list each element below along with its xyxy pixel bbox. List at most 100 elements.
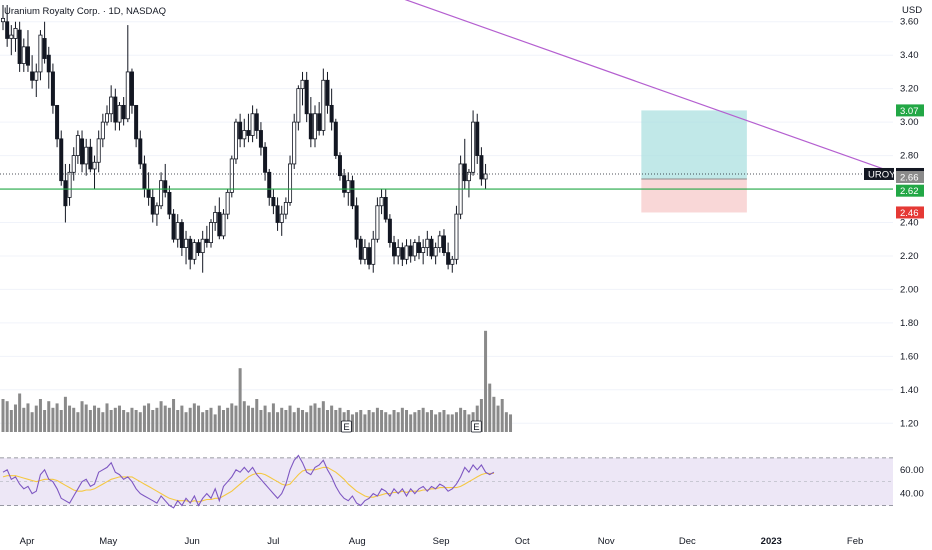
volume-bar bbox=[18, 393, 22, 432]
volume-bar bbox=[242, 401, 246, 432]
candle-body bbox=[425, 238, 430, 248]
price-tick-label: 1.60 bbox=[900, 351, 919, 362]
candle-body bbox=[300, 79, 305, 90]
volume-bar bbox=[9, 410, 13, 432]
price-tick-label: 1.40 bbox=[900, 385, 919, 396]
volume-bar bbox=[400, 407, 404, 432]
candle-body bbox=[446, 252, 451, 265]
time-tick-label: Aug bbox=[349, 536, 366, 547]
candle-body bbox=[75, 135, 80, 156]
volume-bar bbox=[13, 404, 17, 432]
candle-body bbox=[175, 222, 180, 240]
volume-bar bbox=[59, 410, 63, 432]
volume-bar bbox=[30, 412, 34, 432]
volume-bar bbox=[438, 412, 442, 432]
time-tick-label: 2023 bbox=[761, 536, 782, 547]
candle-body bbox=[142, 163, 147, 190]
volume-bar bbox=[284, 410, 288, 432]
volume-bar bbox=[93, 405, 97, 432]
rsi-pane bbox=[0, 454, 893, 509]
volume-bar bbox=[172, 399, 176, 432]
volume-bar bbox=[421, 407, 425, 432]
volume-bar bbox=[97, 407, 101, 432]
target-zone bbox=[641, 110, 747, 213]
candle-body bbox=[46, 54, 51, 73]
volume-bar bbox=[147, 403, 151, 432]
volume-bars bbox=[1, 330, 513, 432]
candle-body bbox=[471, 121, 476, 173]
time-axis: Apr May Jun Jul Aug Sep Oct Nov Dec 2023 Feb bbox=[20, 536, 864, 547]
candle-body bbox=[113, 96, 118, 123]
volume-bar bbox=[271, 403, 275, 432]
volume-bar bbox=[409, 414, 413, 432]
candle-body bbox=[342, 175, 347, 193]
price-tick-label: 1.80 bbox=[900, 318, 919, 329]
volume-bar bbox=[475, 405, 479, 432]
candle-body bbox=[354, 205, 359, 240]
candle-body bbox=[400, 247, 405, 260]
candle-body bbox=[312, 113, 317, 140]
candle-body bbox=[13, 28, 18, 39]
volume-bar bbox=[188, 407, 192, 432]
candle-body bbox=[267, 171, 272, 198]
candle-body bbox=[250, 113, 255, 136]
overlay-lines bbox=[0, 0, 894, 190]
price-tag-box bbox=[864, 167, 894, 180]
volume-bar bbox=[405, 410, 409, 432]
price-tick-label: 2.00 bbox=[900, 284, 919, 295]
volume-bar bbox=[197, 405, 201, 432]
time-tick-label: Sep bbox=[433, 536, 450, 547]
price-tick-label: 2.40 bbox=[900, 218, 919, 229]
candle-body bbox=[416, 242, 421, 254]
volume-bar bbox=[22, 407, 26, 432]
volume-bar bbox=[184, 412, 188, 432]
volume-bar bbox=[126, 412, 130, 432]
candle-body bbox=[421, 247, 426, 254]
volume-bar bbox=[217, 405, 221, 432]
volume-bar bbox=[122, 410, 126, 432]
volume-bar bbox=[434, 414, 438, 432]
candle-body bbox=[379, 197, 384, 207]
time-tick-label: Feb bbox=[847, 536, 863, 547]
volume-bar bbox=[209, 407, 213, 432]
volume-bar bbox=[226, 407, 230, 432]
earnings-marker-box bbox=[470, 420, 482, 433]
candle-body bbox=[375, 205, 380, 240]
volume-bar bbox=[101, 412, 105, 432]
volume-bar bbox=[463, 410, 467, 432]
volume-bar bbox=[51, 407, 55, 432]
candle-body bbox=[163, 180, 168, 193]
volume-bar bbox=[72, 407, 76, 432]
volume-bar bbox=[484, 330, 488, 432]
time-tick-label: Oct bbox=[515, 536, 530, 547]
candle-body bbox=[258, 130, 263, 148]
candle-body bbox=[479, 155, 484, 180]
candle-body bbox=[387, 218, 392, 243]
volume-bar bbox=[192, 403, 196, 432]
volume-bar bbox=[375, 407, 379, 432]
volume-bar bbox=[292, 412, 296, 432]
price-tag-label: 2.62 bbox=[900, 186, 919, 197]
volume-bar bbox=[384, 412, 388, 432]
candle-body bbox=[308, 113, 313, 140]
price-tick-label: 1.20 bbox=[900, 418, 919, 429]
candle-body bbox=[233, 121, 238, 160]
volume-bar bbox=[442, 410, 446, 432]
candle-body bbox=[279, 213, 284, 223]
candle-body bbox=[125, 71, 130, 120]
volume-bar bbox=[325, 410, 329, 432]
candle-body bbox=[196, 242, 201, 254]
volume-bar bbox=[321, 401, 325, 432]
candle-body bbox=[150, 197, 155, 215]
candle-body bbox=[134, 104, 139, 140]
volume-bar bbox=[425, 412, 429, 432]
volume-bar bbox=[500, 399, 504, 432]
rsi-line bbox=[2, 454, 495, 509]
volume-bar bbox=[454, 412, 458, 432]
volume-bar bbox=[380, 410, 384, 432]
price-tick-label: 3.00 bbox=[900, 117, 919, 128]
volume-bar bbox=[417, 410, 421, 432]
volume-bar bbox=[504, 412, 508, 432]
